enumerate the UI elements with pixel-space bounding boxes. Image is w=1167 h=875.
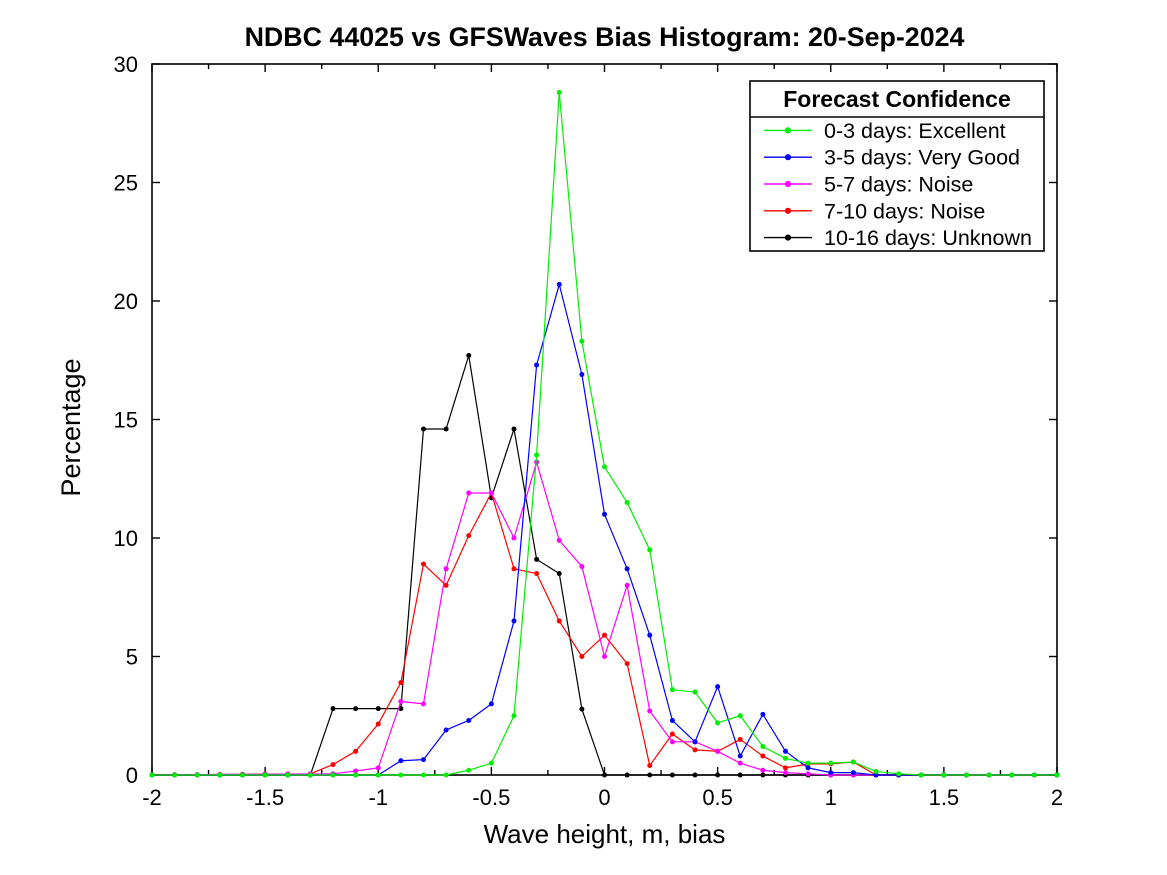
svg-text:Percentage: Percentage: [56, 358, 86, 496]
svg-text:20: 20: [114, 289, 138, 314]
svg-text:-2: -2: [142, 785, 162, 810]
svg-text:3-5 days: Very Good: 3-5 days: Very Good: [824, 146, 1020, 170]
svg-text:-0.5: -0.5: [472, 785, 510, 810]
svg-text:0: 0: [126, 763, 138, 788]
svg-text:1.5: 1.5: [929, 785, 960, 810]
svg-text:25: 25: [114, 171, 138, 196]
svg-text:-1.5: -1.5: [246, 785, 284, 810]
svg-text:15: 15: [114, 408, 138, 433]
svg-text:10: 10: [114, 526, 138, 551]
svg-text:0-3 days: Excellent: 0-3 days: Excellent: [824, 119, 1006, 143]
svg-text:NDBC 44025 vs GFSWaves Bias Hi: NDBC 44025 vs GFSWaves Bias Histogram: 2…: [245, 22, 965, 52]
svg-text:10-16 days: Unknown: 10-16 days: Unknown: [824, 226, 1032, 250]
svg-text:Forecast Confidence: Forecast Confidence: [783, 86, 1011, 112]
svg-text:5: 5: [126, 645, 138, 670]
svg-text:0.5: 0.5: [702, 785, 733, 810]
svg-text:2: 2: [1051, 785, 1063, 810]
svg-text:1: 1: [825, 785, 837, 810]
svg-text:5-7 days: Noise: 5-7 days: Noise: [824, 173, 973, 197]
svg-text:Wave height, m, bias: Wave height, m, bias: [484, 819, 726, 849]
svg-text:-1: -1: [368, 785, 388, 810]
svg-text:0: 0: [598, 785, 610, 810]
svg-text:7-10 days: Noise: 7-10 days: Noise: [824, 199, 985, 223]
svg-text:30: 30: [114, 52, 138, 77]
